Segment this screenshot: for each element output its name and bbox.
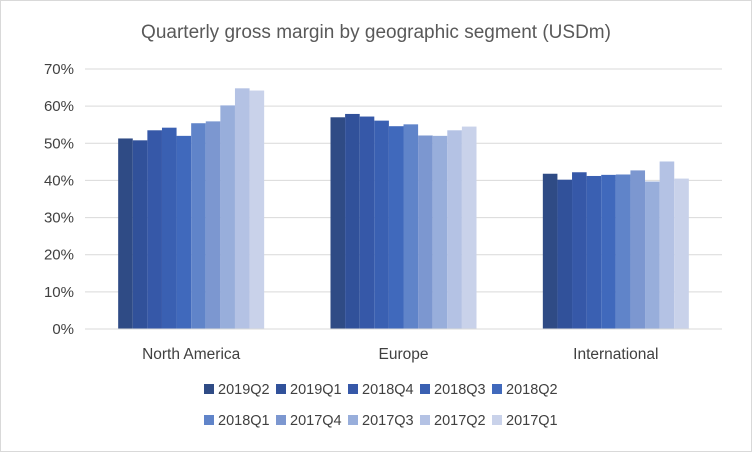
legend-label: 2019Q2 bbox=[218, 382, 270, 398]
x-category-label: North America bbox=[142, 346, 241, 363]
bar-2017Q4 bbox=[418, 135, 433, 329]
bar-2018Q2 bbox=[388, 126, 404, 329]
legend-swatch bbox=[276, 384, 286, 394]
legend-label: 2017Q3 bbox=[362, 413, 414, 429]
legend-swatch bbox=[420, 415, 430, 425]
legend-item: 2017Q1 bbox=[492, 413, 558, 429]
bar-2018Q1 bbox=[191, 123, 206, 329]
legend-label: 2017Q1 bbox=[506, 413, 558, 429]
bar-2018Q3 bbox=[374, 120, 389, 329]
bar-2019Q2 bbox=[330, 117, 346, 330]
y-tick-label: 30% bbox=[44, 210, 74, 227]
bar-2017Q3 bbox=[432, 135, 448, 329]
bar-2019Q1 bbox=[345, 113, 360, 329]
chart-title: Quarterly gross margin by geographic seg… bbox=[141, 22, 611, 43]
bar-2018Q4 bbox=[147, 130, 162, 329]
legend-label: 2018Q3 bbox=[434, 382, 486, 398]
bar-2018Q1 bbox=[615, 174, 631, 329]
legend-label: 2017Q2 bbox=[434, 413, 486, 429]
legend-label: 2019Q1 bbox=[290, 382, 342, 398]
legend-swatch bbox=[348, 384, 358, 394]
axes: 0% 10% 20% 30% 40% 50% 60% 70% North America Euro… bbox=[44, 61, 722, 363]
y-tick-label: 60% bbox=[44, 98, 74, 115]
bar-2017Q1 bbox=[249, 90, 265, 330]
legend-item: 2017Q2 bbox=[420, 413, 486, 429]
legend: 2019Q2 2019Q1 2018Q4 2018Q3 2018Q2 2018Q1 2017… bbox=[204, 382, 558, 429]
y-tick-label: 10% bbox=[44, 284, 74, 301]
bar-2017Q2 bbox=[234, 88, 250, 329]
bar-2019Q1 bbox=[557, 179, 573, 329]
legend-label: 2017Q4 bbox=[290, 413, 342, 429]
legend-item: 2017Q3 bbox=[348, 413, 414, 429]
bar-2017Q4 bbox=[205, 121, 221, 329]
y-tick-label: 0% bbox=[52, 321, 74, 338]
bar-2017Q3 bbox=[220, 105, 235, 330]
y-tick-label: 50% bbox=[44, 135, 74, 152]
legend-label: 2018Q1 bbox=[218, 413, 270, 429]
bar-2018Q2 bbox=[601, 174, 616, 329]
y-tick-label: 40% bbox=[44, 172, 74, 189]
bar-2019Q1 bbox=[132, 140, 148, 329]
bar-2017Q3 bbox=[645, 181, 660, 329]
bar-2018Q2 bbox=[176, 135, 192, 329]
bar-2018Q4 bbox=[359, 116, 375, 330]
legend-swatch bbox=[276, 415, 286, 425]
bar-2017Q2 bbox=[659, 161, 675, 329]
bar-2019Q2 bbox=[118, 138, 133, 329]
bar-2018Q1 bbox=[403, 124, 419, 329]
x-category-label: International bbox=[573, 346, 658, 363]
bar-2017Q2 bbox=[447, 130, 462, 329]
legend-item: 2018Q3 bbox=[420, 382, 486, 398]
bar-2017Q4 bbox=[630, 170, 646, 329]
y-tick-label: 20% bbox=[44, 247, 74, 264]
legend-swatch bbox=[204, 384, 214, 394]
legend-swatch bbox=[348, 415, 358, 425]
bar-2018Q3 bbox=[161, 127, 177, 329]
legend-label: 2018Q4 bbox=[362, 382, 414, 398]
legend-swatch bbox=[420, 384, 430, 394]
bar-2017Q1 bbox=[461, 126, 477, 329]
bars bbox=[118, 88, 689, 330]
legend-item: 2018Q2 bbox=[492, 382, 558, 398]
legend-item: 2017Q4 bbox=[276, 413, 342, 429]
bar-2017Q1 bbox=[674, 178, 689, 329]
legend-item: 2018Q1 bbox=[204, 413, 270, 429]
legend-label: 2018Q2 bbox=[506, 382, 558, 398]
legend-item: 2019Q2 bbox=[204, 382, 270, 398]
bar-2018Q4 bbox=[572, 172, 587, 329]
legend-swatch bbox=[492, 415, 502, 425]
x-category-label: Europe bbox=[379, 346, 429, 363]
legend-item: 2018Q4 bbox=[348, 382, 414, 398]
legend-item: 2019Q1 bbox=[276, 382, 342, 398]
y-tick-label: 70% bbox=[44, 61, 74, 78]
bar-2019Q2 bbox=[542, 173, 558, 329]
legend-swatch bbox=[204, 415, 214, 425]
bar-2018Q3 bbox=[586, 175, 602, 329]
legend-swatch bbox=[492, 384, 502, 394]
